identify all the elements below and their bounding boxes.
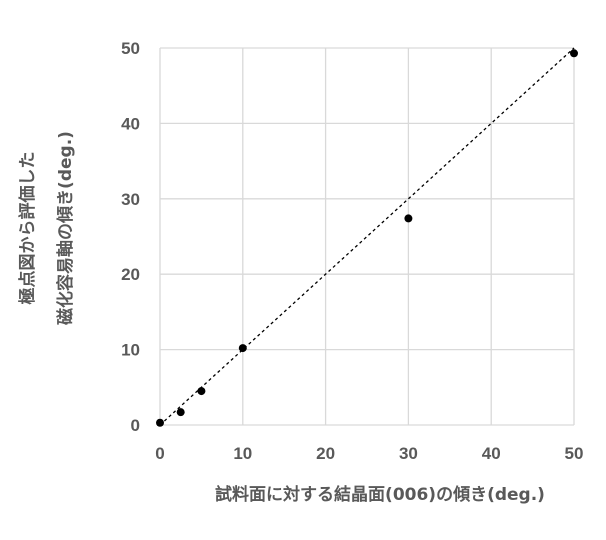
data-point <box>176 408 185 417</box>
y-tick-label: 0 <box>131 416 140 435</box>
x-tick-label: 50 <box>565 444 584 463</box>
x-tick-label: 10 <box>233 444 252 463</box>
x-tick-label: 0 <box>155 444 164 463</box>
y-axis-title-line-1: 極点図から評価した <box>17 152 38 305</box>
data-point <box>404 214 413 223</box>
y-tick-label: 20 <box>121 265 140 284</box>
grid-lines <box>159 47 575 426</box>
data-point <box>156 418 164 427</box>
x-tick-label: 20 <box>316 444 335 463</box>
data-points <box>156 49 578 427</box>
trendline <box>159 47 575 426</box>
x-tick-label: 30 <box>399 444 418 463</box>
x-tick-labels: 0 10 20 30 40 50 <box>155 444 583 463</box>
y-axis-title-line-2: 磁化容易軸の傾き(deg.) <box>55 131 76 325</box>
data-point <box>238 344 247 353</box>
data-point <box>197 387 206 396</box>
y-tick-label: 40 <box>121 114 140 133</box>
y-tick-label: 50 <box>121 39 140 58</box>
x-axis-title: 試料面に対する結晶面(006)の傾き(deg.) <box>215 484 545 505</box>
y-tick-label: 30 <box>121 190 140 209</box>
y-tick-labels: 0 10 20 30 40 50 <box>121 39 140 435</box>
data-point <box>570 49 578 58</box>
y-tick-label: 10 <box>121 341 140 360</box>
x-tick-label: 40 <box>482 444 501 463</box>
